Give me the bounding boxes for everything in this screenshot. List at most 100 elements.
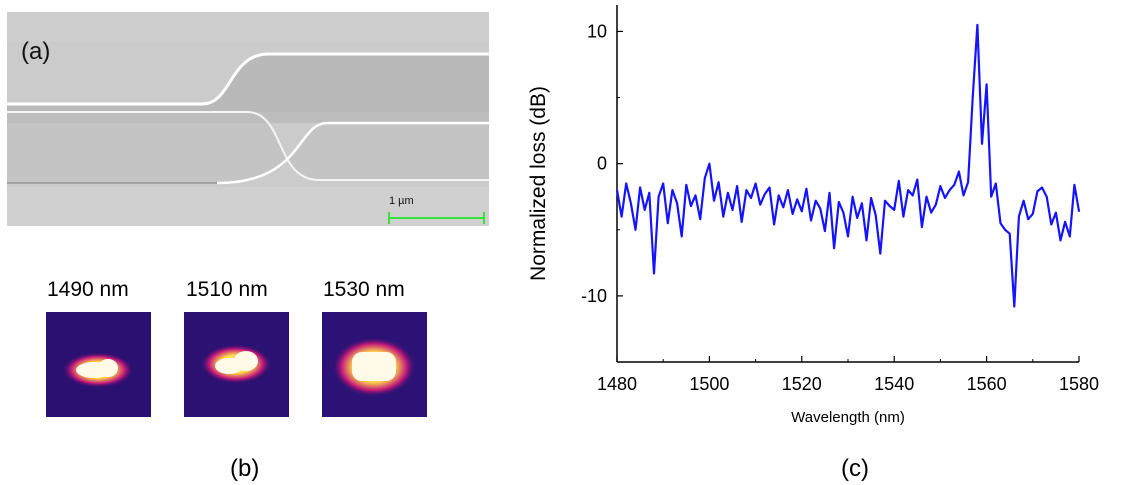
data-point	[1055, 211, 1057, 214]
x-tick-label: 1520	[782, 374, 822, 394]
data-point	[643, 209, 646, 211]
data-point	[1027, 218, 1029, 220]
data-point	[764, 193, 766, 195]
data-point	[740, 221, 743, 223]
data-point	[796, 198, 798, 201]
data-point	[745, 189, 748, 191]
mode-image-1530	[322, 312, 427, 417]
data-point	[717, 181, 720, 183]
scale-bar-label: 1 µm	[389, 195, 414, 207]
data-point	[754, 182, 757, 185]
data-point	[676, 202, 678, 205]
data-point	[1059, 239, 1062, 242]
data-point	[921, 226, 923, 228]
data-point	[616, 189, 618, 191]
data-point	[1036, 190, 1039, 193]
y-tick-label: 10	[587, 21, 607, 41]
loss-spectrum-chart: 1480 1500 1520 1540 1560 1580 10 0 -10 Wavelengt…	[527, 5, 1099, 426]
data-point	[782, 206, 785, 209]
panel-c-caption: (c)	[841, 455, 869, 482]
data-point	[634, 228, 637, 231]
data-point	[930, 211, 932, 214]
data-point	[874, 214, 877, 217]
mode-image-1490	[46, 312, 151, 417]
data-point	[685, 184, 688, 186]
data-point	[667, 222, 669, 224]
data-point	[690, 205, 692, 207]
data-point	[722, 215, 725, 218]
mode-label-1510: 1510 nm	[186, 278, 268, 301]
data-point	[648, 191, 651, 194]
data-point	[990, 195, 993, 198]
data-point	[934, 203, 937, 206]
data-point	[884, 199, 886, 202]
data-point	[981, 143, 983, 145]
loss-series-line	[615, 23, 1081, 308]
data-point	[777, 194, 780, 197]
data-point	[870, 197, 872, 199]
data-point	[694, 194, 697, 197]
data-point	[768, 186, 771, 189]
data-point	[911, 194, 914, 197]
data-point	[819, 207, 822, 210]
data-point	[833, 247, 835, 250]
data-point	[727, 191, 729, 194]
x-tick-label: 1500	[689, 374, 729, 394]
x-tick-label: 1580	[1059, 374, 1099, 394]
data-point	[1068, 235, 1071, 238]
data-point	[1018, 215, 1020, 218]
mode-image-1510	[184, 312, 289, 417]
data-point	[837, 201, 840, 203]
loss-series-points	[616, 24, 1080, 308]
x-tick-label: 1540	[874, 374, 914, 394]
data-point	[773, 223, 775, 226]
data-point	[962, 194, 965, 197]
y-tick-label: 0	[597, 154, 607, 174]
data-point	[888, 205, 891, 207]
panel-a-label: (a)	[21, 38, 51, 65]
data-point	[814, 199, 817, 202]
y-axis-title: Normalized loss (dB)	[527, 86, 550, 281]
data-point	[939, 185, 942, 187]
data-point	[944, 197, 946, 199]
data-point	[958, 170, 960, 173]
scale-bar	[388, 212, 485, 224]
data-point	[1078, 210, 1080, 213]
data-point	[1045, 195, 1048, 198]
data-point	[847, 235, 849, 238]
data-point	[1008, 232, 1011, 235]
data-point	[1013, 305, 1016, 308]
data-point	[1041, 186, 1043, 189]
data-point	[791, 213, 794, 215]
data-point	[861, 202, 863, 205]
data-point	[842, 211, 845, 214]
data-point	[662, 182, 664, 185]
data-point	[708, 162, 711, 165]
data-point	[699, 218, 701, 220]
data-point	[671, 189, 674, 191]
data-point	[625, 182, 628, 185]
sem-micrograph: (a) 1 µm	[7, 12, 489, 226]
data-point	[736, 185, 738, 187]
data-point	[902, 215, 905, 218]
data-point	[999, 222, 1002, 224]
data-point	[995, 182, 997, 185]
data-point	[948, 189, 951, 191]
data-point	[824, 230, 826, 232]
data-point	[680, 235, 683, 238]
data-point	[787, 189, 789, 191]
y-tick-label: -10	[581, 286, 607, 306]
data-point	[1064, 221, 1066, 223]
data-point	[801, 210, 803, 213]
data-point	[1004, 228, 1006, 231]
data-point	[879, 252, 882, 255]
data-point	[893, 209, 895, 211]
data-point	[750, 197, 752, 199]
data-point	[925, 195, 928, 198]
x-tick-label: 1560	[967, 374, 1007, 394]
data-point	[985, 83, 988, 86]
waveguide-drawing	[7, 12, 489, 226]
mode-label-1530: 1530 nm	[323, 278, 405, 301]
x-axis-title: Wavelength (nm)	[791, 409, 905, 426]
